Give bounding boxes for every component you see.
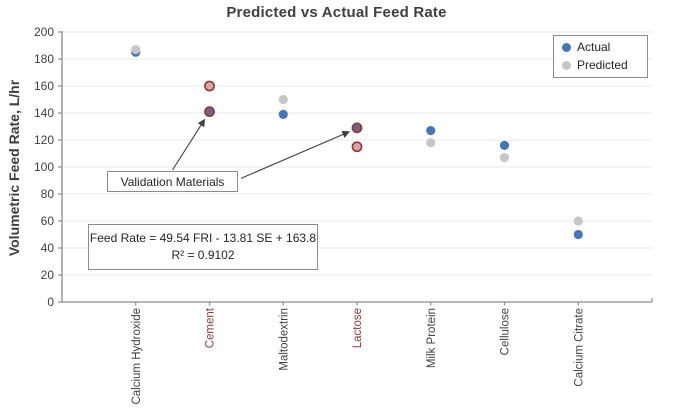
- point-actual-4: [426, 125, 436, 136]
- y-tick-label: 20: [41, 268, 55, 282]
- y-tick-label: 100: [34, 160, 54, 174]
- x-category-label: Cellulose: [500, 308, 512, 355]
- y-tick-label: 40: [41, 241, 55, 255]
- point-predicted-3: [351, 141, 363, 153]
- y-tick-label: 140: [34, 106, 54, 120]
- x-category-label: Calcium Citrate: [573, 308, 585, 387]
- y-tick-label: 200: [34, 25, 54, 39]
- legend: Actual Predicted: [553, 35, 648, 78]
- y-tick-label: 0: [47, 295, 54, 309]
- validation-materials-annotation: Validation Materials: [107, 171, 238, 192]
- x-category-label: Milk Protein: [426, 308, 438, 368]
- point-predicted-4: [426, 138, 436, 148]
- x-category-label: Calcium Hydroxide: [131, 308, 143, 405]
- regression-equation-annotation: Feed Rate = 49.54 FRI - 13.81 SE + 163.8…: [88, 224, 318, 270]
- x-category-label: Lactose: [352, 308, 364, 348]
- r-squared-line: R² = 0.9102: [171, 248, 235, 262]
- validation-arrow: [240, 130, 351, 179]
- point-predicted-0: [131, 44, 141, 55]
- x-category-label: Cement: [205, 307, 217, 348]
- validation-arrow: [172, 118, 206, 171]
- x-category-label: Maltodextrin: [278, 308, 290, 371]
- point-actual-6: [573, 229, 583, 240]
- point-predicted-2: [278, 94, 288, 105]
- point-predicted-1: [204, 80, 215, 92]
- point-actual-3: [351, 122, 363, 134]
- point-actual-2: [278, 109, 288, 119]
- legend-item-actual: Actual: [562, 40, 641, 54]
- point-actual-5: [499, 140, 510, 150]
- predicted-series-marker-icon: [562, 60, 571, 70]
- y-tick-label: 160: [34, 79, 54, 93]
- y-tick-label: 120: [34, 133, 54, 147]
- y-tick-label: 60: [41, 214, 55, 228]
- point-predicted-5: [499, 152, 510, 163]
- point-actual-1: [204, 106, 215, 118]
- y-tick-label: 180: [34, 52, 54, 66]
- legend-item-predicted: Predicted: [562, 58, 641, 72]
- chart-title: Predicted vs Actual Feed Rate: [226, 4, 447, 21]
- y-tick-label: 80: [41, 187, 55, 201]
- equation-line: Feed Rate = 49.54 FRI - 13.81 SE + 163.8: [89, 230, 317, 245]
- legend-label-actual: Actual: [577, 40, 611, 54]
- legend-label-predicted: Predicted: [577, 58, 628, 72]
- point-predicted-6: [573, 216, 583, 226]
- actual-series-marker-icon: [562, 42, 571, 52]
